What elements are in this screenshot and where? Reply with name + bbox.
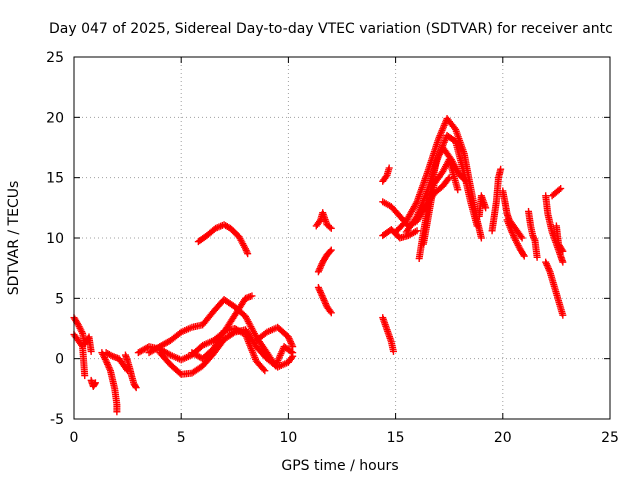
y-tick-label: 10 (46, 231, 64, 247)
series-track-seg-22c (548, 185, 565, 200)
series-track-mid-fourth (188, 325, 269, 375)
series-track-seg-11b (314, 246, 335, 276)
y-tick-label: 25 (46, 50, 64, 66)
series-track-seg-20b (503, 216, 528, 260)
series-track-mid-upper (145, 296, 297, 370)
series-track-seg-11c (314, 283, 335, 317)
x-tick-label: 10 (279, 430, 297, 446)
x-tick-label: 20 (494, 430, 512, 446)
x-tick-label: 25 (601, 430, 619, 446)
y-tick-label: 0 (55, 352, 64, 368)
series-track-seg-22b (542, 258, 567, 319)
series-track-early-1 (70, 314, 95, 355)
x-tick-label: 5 (177, 430, 186, 446)
chart-title: Day 047 of 2025, Sidereal Day-to-day VTE… (49, 21, 613, 37)
series-track-peak-4 (419, 156, 462, 248)
series-track-seg-21 (525, 207, 541, 261)
series-track-early-6 (121, 351, 140, 392)
y-tick-label: 15 (46, 171, 64, 187)
series-track-early-2 (70, 331, 89, 380)
series-track-early-4 (98, 349, 121, 416)
series-track-early-3 (87, 376, 99, 390)
series-track-early-5 (102, 349, 132, 375)
y-tick-label: 5 (55, 291, 64, 307)
series-track-seg-14b (379, 164, 393, 185)
data-points (70, 115, 567, 416)
x-tick-label: 15 (387, 430, 405, 446)
x-tick-label: 0 (70, 430, 79, 446)
series-track-seg-19 (488, 165, 505, 235)
series-track-seg-14a (379, 314, 397, 355)
y-tick-label: -5 (50, 412, 64, 428)
series-track-seg-11a (312, 209, 335, 232)
series-track-seg-22d (552, 222, 567, 255)
series-track-late-right (252, 323, 297, 351)
series-track-arc-1 (194, 221, 252, 258)
y-axis-label: SDTVAR / TECUs (6, 181, 22, 296)
axis-ticks: 0 5 10 15 20 25 -5 0 5 10 15 20 25 (46, 50, 619, 446)
grid-lines (74, 57, 610, 419)
y-tick-label: 20 (46, 110, 64, 126)
series-track-seg-18a (475, 192, 490, 220)
x-axis-label: GPS time / hours (281, 458, 398, 474)
series-track-mid-lower (156, 326, 297, 378)
